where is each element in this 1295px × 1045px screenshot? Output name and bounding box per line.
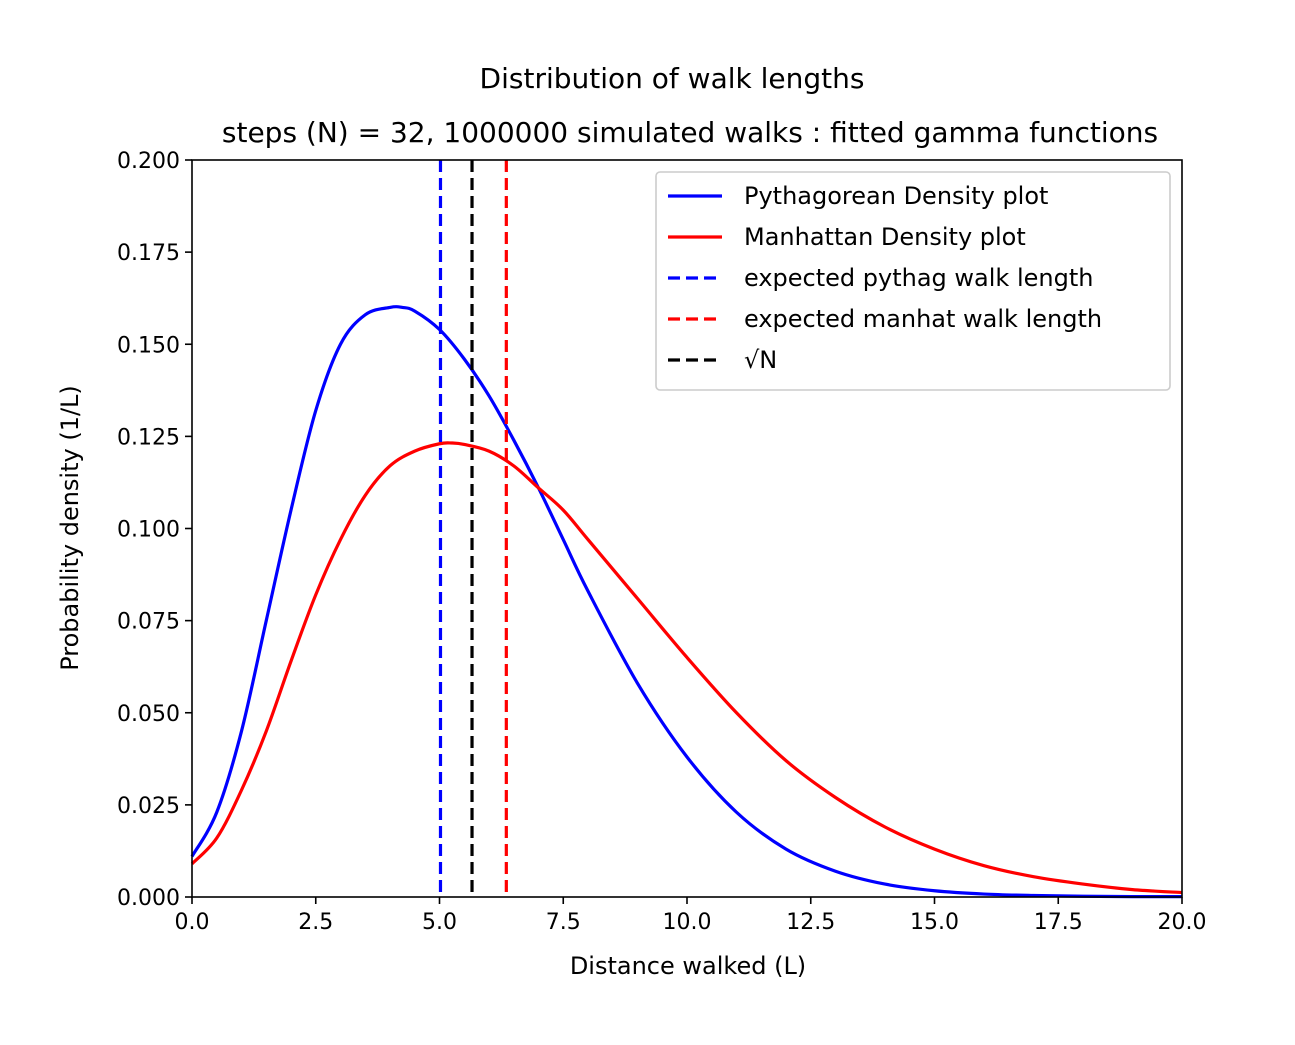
legend-box	[655, 171, 1171, 391]
x-tick-label: 12.5	[786, 910, 835, 935]
y-tick-label: 0.125	[117, 425, 180, 450]
axes: 0.0 2.5 5.0 7.5 10.0 12.5 15.0 17.5 20.0 0.000 0.0…	[117, 149, 1206, 935]
y-tick-label: 0.200	[117, 149, 180, 174]
plot-area	[190, 160, 1183, 899]
y-tick-label: 0.025	[117, 794, 180, 819]
x-tick-label: 2.5	[298, 910, 333, 935]
y-axis-label: Probability density (1/L)	[56, 385, 84, 671]
series-line-1	[190, 441, 1183, 895]
series-line-0	[190, 305, 1183, 899]
legend: Pythagorean Density plot Manhattan Densit…	[655, 171, 1171, 391]
chart-subtitle: steps (N) = 32, 1000000 simulated walks …	[222, 116, 1158, 149]
legend-label: Pythagorean Density plot	[744, 182, 1048, 210]
legend-label: expected manhat walk length	[744, 305, 1102, 333]
legend-label: Manhattan Density plot	[744, 223, 1026, 251]
x-tick-label: 0.0	[175, 910, 210, 935]
legend-label: expected pythag walk length	[744, 264, 1093, 292]
x-tick-label: 17.5	[1034, 910, 1083, 935]
legend-label: √N	[744, 346, 777, 374]
x-tick-label: 10.0	[663, 910, 712, 935]
chart-title: Distribution of walk lengths	[480, 62, 865, 95]
y-tick-label: 0.050	[117, 702, 180, 727]
y-tick-label: 0.175	[117, 241, 180, 266]
x-tick-label: 5.0	[422, 910, 457, 935]
y-tick-label: 0.075	[117, 610, 180, 635]
x-axis-label: Distance walked (L)	[570, 952, 806, 980]
y-tick-label: 0.150	[117, 333, 180, 358]
y-tick-label: 0.100	[117, 518, 180, 543]
y-tick-label: 0.000	[117, 886, 180, 911]
x-tick-label: 7.5	[546, 910, 581, 935]
x-tick-label: 15.0	[910, 910, 959, 935]
x-tick-label: 20.0	[1158, 910, 1207, 935]
